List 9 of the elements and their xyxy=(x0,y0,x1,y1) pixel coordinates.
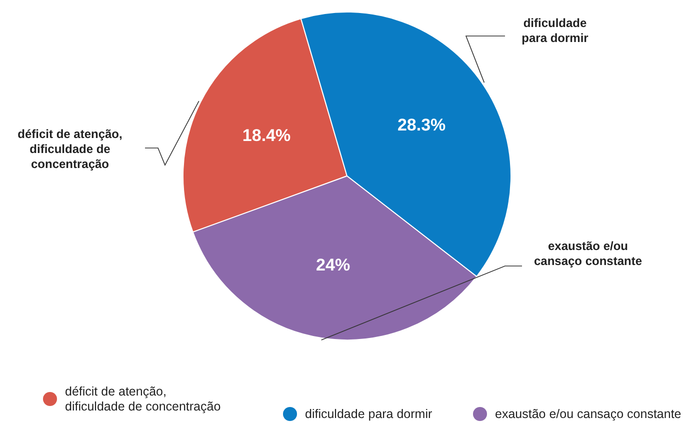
data-label: 18.4% xyxy=(242,126,291,145)
data-label: 28.3% xyxy=(397,116,446,135)
data-label: 24% xyxy=(316,256,350,275)
slice-label: exaustão e/ou cansaço constante xyxy=(534,239,642,268)
legend-label: exaustão e/ou cansaço constante xyxy=(495,407,682,422)
legend-label: déficit de atenção, dificuldade de concentração xyxy=(65,384,221,414)
slice-label: déficit de atenção, dificuldade de concentração xyxy=(18,127,122,171)
slice-label: dificuldade para dormir xyxy=(522,16,589,45)
legend-label: dificuldade para dormir xyxy=(305,407,432,422)
